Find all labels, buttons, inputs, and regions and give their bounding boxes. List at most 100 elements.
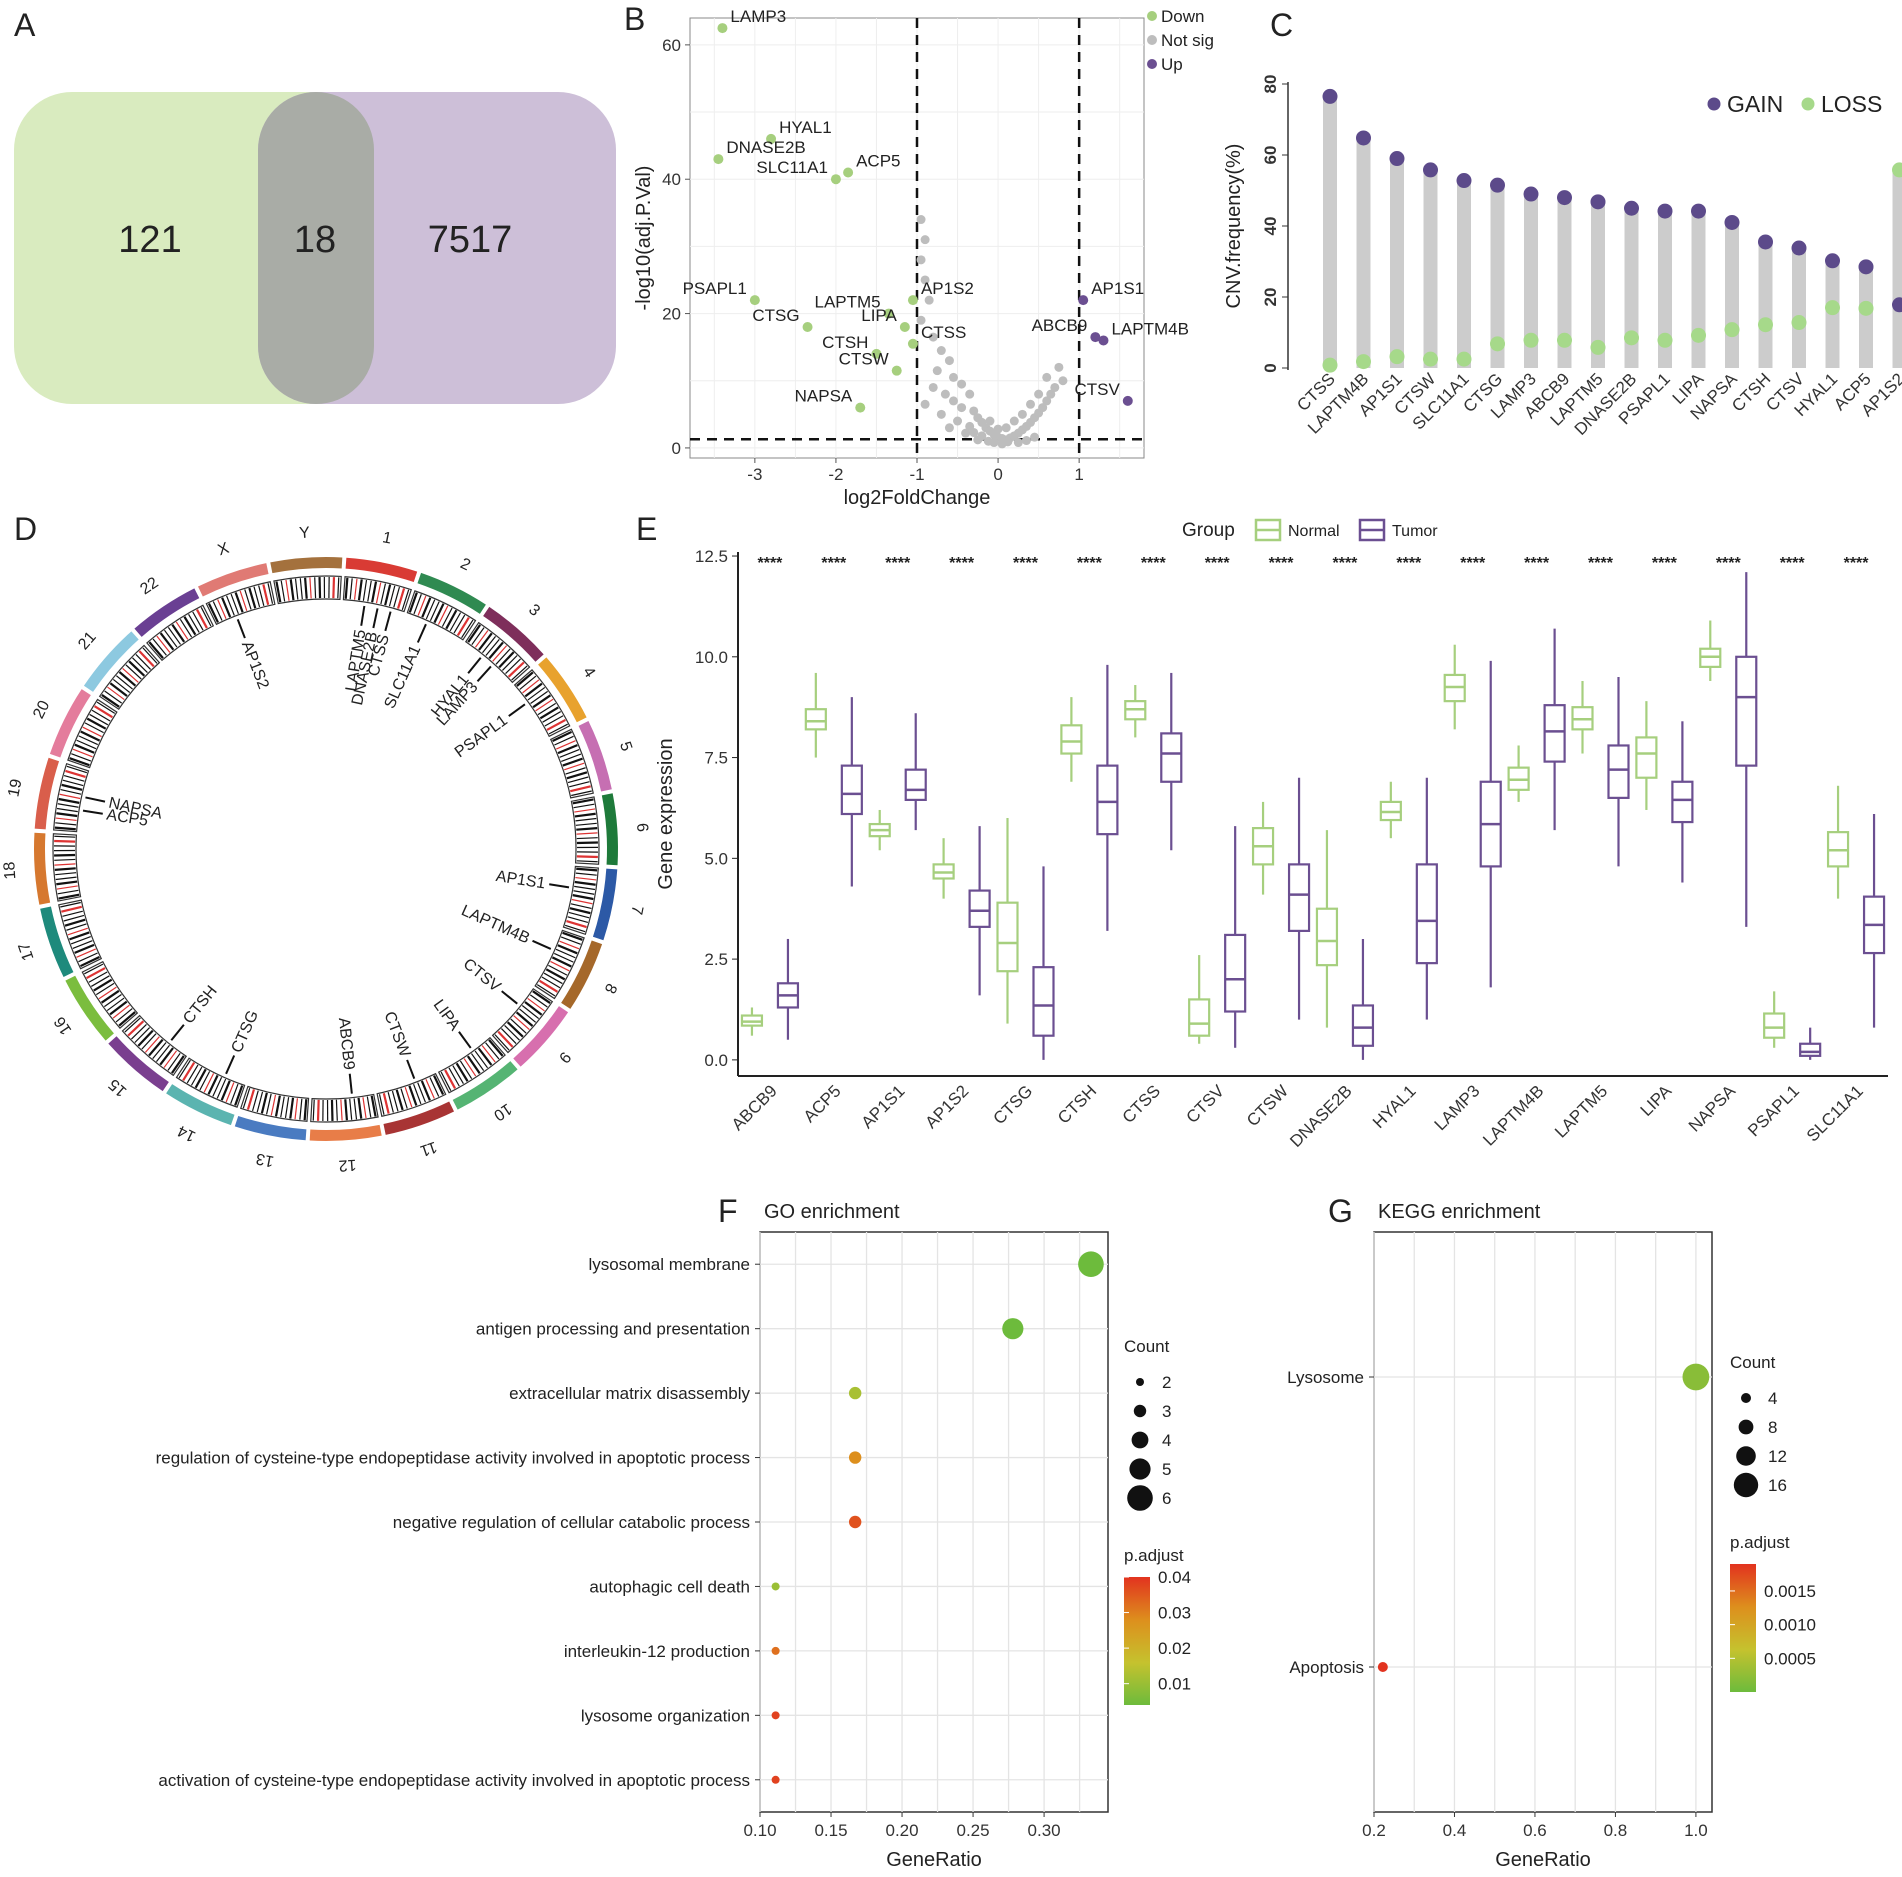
circos-gene-label-laptm4b: LAPTM4B [459,902,533,947]
volcano-point-not-sig [944,423,954,433]
go-enrichment-size-legend-key [1127,1485,1153,1511]
box-significance-laptm5: **** [1588,555,1614,572]
box-ytick-label: 7.5 [704,749,728,768]
circos-band [452,1065,464,1085]
circos-band [212,1077,223,1097]
circos-gene-tick-lipa [458,1031,472,1049]
circos-band [532,694,552,709]
circos-band [494,1034,510,1051]
circos-band [63,774,85,782]
circos-band [513,1015,530,1031]
circos-band [194,1068,207,1089]
box-significance-ctsv: **** [1205,555,1231,572]
go-enrichment-dot-regulation-of-cysteine-type-endopeptidase-activity-involved-in-apoptotic-process [848,1451,862,1464]
go-enrichment-term-interleukin-12-production: interleukin-12 production [564,1642,750,1661]
circos-chrom-label-3: 3 [525,601,543,620]
cnv-legend-loss: LOSS [1821,91,1882,117]
circos-band [557,744,578,755]
circos-band [495,648,511,665]
expression-boxplot: 0.0 2.5 5.0 7.5 10.0 12.5 Gene expression Group… [655,518,1888,1151]
circos-band [55,822,77,826]
circos-band [349,1098,353,1120]
box-xtick-label-ctsv: CTSV [1182,1081,1228,1127]
circos-band [167,626,182,645]
circos-band [122,667,139,683]
circos-band [576,827,598,831]
box-body-ctsh-normal [1060,724,1083,755]
circos-band [456,616,470,636]
go-enrichment-dot-antigen-processing-and-presentation [1002,1318,1024,1340]
circos-band [576,867,598,872]
circos-band [60,901,81,908]
volcano-label-acp5: ACP5 [856,152,900,171]
volcano-label-dnase2b: DNASE2B [726,138,805,157]
circos-band [84,963,104,975]
cnv-xtick-label-ctsh: CTSH [1728,369,1774,415]
circos-chrom-label-2: 2 [458,555,474,574]
volcano-point-napsa [855,402,866,413]
circos-gene-tick-ap1s1 [549,883,570,889]
kegg-enrichment-xtick-label: 0.8 [1604,1821,1628,1840]
circos-band [567,776,589,784]
cnv-gain-point-slc11a1 [1456,173,1472,189]
circos-band [575,872,597,876]
circos-ideogram-20 [67,698,118,769]
volcano-point-not-sig [1003,437,1013,447]
cnv-loss-point-dnase2b [1624,330,1639,346]
circos-band [362,579,368,601]
circos-band [485,638,500,656]
volcano-point-not-sig [1034,389,1044,399]
circos-band [61,783,83,791]
circos-gene-tick-slc11a1 [416,623,427,643]
circos-band [142,647,158,664]
volcano-point-not-sig [985,416,995,426]
circos-band [421,597,432,618]
volcano-point-not-sig [1021,436,1031,446]
circos-gene-tick-dnase2b [372,608,379,629]
circos-band [74,943,95,954]
circos-band [207,1074,219,1095]
circos-band [93,978,113,992]
cnv-stem-dnase2b [1624,208,1639,368]
circos-ideogram-8 [534,929,585,1000]
volcano-point-dnase2b [713,154,724,165]
circos-band [289,1097,295,1119]
circos-band [367,580,372,602]
circos-chrom-color-19 [34,757,60,830]
circos-band [404,1086,413,1108]
volcano-point-ap1s1 [1078,295,1089,306]
box-body-ctsg-normal [996,901,1019,973]
volcano-point-not-sig [1050,382,1060,392]
circos-band [571,790,592,797]
circos-band [575,822,597,826]
circos-band [128,660,146,677]
circos-gene-tick-ctsg [225,1055,236,1075]
circos-band [357,579,363,601]
circos-band [270,1094,277,1116]
box-body-ap1s2-tumor [968,889,991,928]
cnv-gain-point-dnase2b [1624,200,1639,216]
circos-band [199,1071,211,1091]
circos-band [171,1055,185,1074]
circos-band [463,1058,477,1077]
circos-ideogram-3 [464,621,531,684]
circos-gene-label-abcb9: ABCB9 [335,1017,357,1071]
kegg-enrichment-x-axis-title: GeneRatio [1495,1849,1591,1871]
circos-band [74,743,95,754]
circos-band [413,594,422,615]
box-ytick-label: 10.0 [695,648,728,667]
box-ytick-label: 2.5 [704,950,728,969]
circos-gene-label-acp5: ACP5 [105,806,149,829]
circos-band [522,679,540,694]
circos-band [90,975,110,987]
volcano-label-ctss: CTSS [921,323,966,342]
circos-band [135,654,152,670]
kegg-enrichment-term-lysosome: Lysosome [1287,1368,1364,1387]
circos-band [253,586,261,608]
circos-band [535,698,554,712]
volcano-label-laptm5: LAPTM5 [814,293,880,312]
circos-band [429,601,440,621]
kegg-enrichment-xtick-label: 0.6 [1523,1821,1547,1840]
go-enrichment-term-extracellular-matrix-disassembly: extracellular matrix disassembly [509,1384,750,1403]
cnv-gain-point-ap1s2 [1892,297,1902,313]
